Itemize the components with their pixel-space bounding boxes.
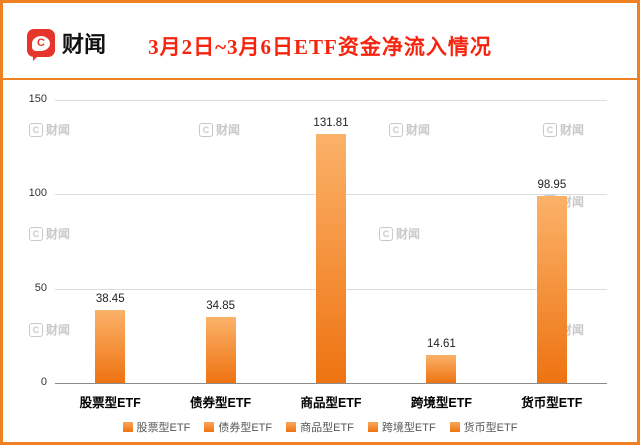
bar-slot: 38.45 股票型ETF	[55, 100, 165, 410]
gridline	[55, 100, 607, 101]
bar-slot: 131.81 商品型ETF	[276, 100, 386, 410]
bar[interactable]	[316, 134, 347, 383]
watermark-logo-icon: C	[29, 226, 43, 241]
legend-label: 货币型ETF	[463, 422, 518, 434]
watermark-logo-icon: C	[543, 122, 557, 137]
watermark-text: 财闻	[216, 123, 241, 137]
watermark-text: 财闻	[46, 227, 71, 241]
bar[interactable]	[205, 317, 236, 383]
bar-value-label: 131.81	[313, 117, 349, 130]
watermark-logo-icon: C	[389, 122, 403, 137]
y-axis-tick-label: 50	[34, 281, 47, 294]
watermark-text: 财闻	[46, 123, 71, 137]
logo-chat-bubble-icon: C	[27, 29, 55, 61]
page-title: 3月2日~3月6日ETF资金净流入情况	[148, 35, 492, 59]
bar-slot: 98.95 货币型ETF	[497, 100, 607, 410]
legend-item[interactable]: 货币型ETF	[449, 419, 518, 435]
bar[interactable]	[426, 355, 457, 383]
watermark-text: 财闻	[396, 227, 421, 241]
watermark-logo-icon: C	[29, 122, 43, 137]
bars-layer: 38.45 股票型ETF 34.85 债券型ETF 131.81 商品型ETF 14.61 跨…	[55, 100, 607, 410]
x-axis-category-label: 货币型ETF	[521, 396, 583, 410]
legend-swatch-icon	[122, 422, 133, 432]
bar-value-label: 98.95	[537, 179, 567, 192]
legend-item[interactable]: 商品型ETF	[286, 419, 354, 435]
watermark-logo-icon: C	[29, 322, 43, 337]
watermark-text: 财闻	[560, 123, 585, 137]
watermark-text: 财闻	[406, 123, 431, 137]
legend-label: 债券型ETF	[218, 422, 273, 434]
x-axis-category-label: 债券型ETF	[190, 396, 252, 410]
x-axis-category-label: 股票型ETF	[79, 396, 141, 410]
logo: C 财闻	[27, 27, 107, 61]
header: C 财闻 3月2日~3月6日ETF资金净流入情况	[3, 3, 637, 76]
x-axis-category-label: 跨境型ETF	[410, 396, 472, 410]
legend-label: 股票型ETF	[136, 422, 191, 434]
bar-slot: 34.85 债券型ETF	[165, 100, 275, 410]
legend-label: 商品型ETF	[300, 422, 354, 434]
bar[interactable]	[95, 310, 126, 383]
legend-swatch-icon	[204, 422, 215, 432]
x-axis-category-label: 商品型ETF	[300, 396, 362, 410]
legend-swatch-icon	[449, 422, 460, 432]
bar-value-label: 38.45	[95, 293, 125, 306]
gridline	[55, 383, 607, 384]
legend-label: 跨境型ETF	[381, 422, 436, 434]
bar-value-label: 34.85	[206, 300, 235, 313]
bar-slot: 14.61 跨境型ETF	[386, 100, 496, 410]
legend-swatch-icon	[367, 422, 378, 432]
y-axis-tick-label: 150	[28, 93, 47, 105]
bar-value-label: 14.61	[427, 338, 456, 351]
y-axis-tick-label: 0	[40, 376, 47, 388]
watermark-text: 财闻	[46, 323, 71, 337]
legend-item[interactable]: 债券型ETF	[204, 419, 272, 435]
watermark-logo-icon: C	[199, 122, 213, 137]
logo-bubble-letter: C	[32, 35, 50, 51]
legend-swatch-icon	[286, 422, 297, 432]
watermark-logo-icon: C	[379, 226, 393, 241]
logo-text: 财闻	[62, 32, 107, 57]
legend-item[interactable]: 跨境型ETF	[367, 419, 436, 435]
y-axis-tick-label: 100	[28, 187, 47, 200]
legend: 股票型ETF 债券型ETF 商品型ETF 跨境型ETF 货币型ETF	[3, 419, 637, 435]
legend-item[interactable]: 股票型ETF	[122, 419, 191, 435]
header-divider	[3, 78, 637, 80]
bar[interactable]	[536, 196, 567, 383]
